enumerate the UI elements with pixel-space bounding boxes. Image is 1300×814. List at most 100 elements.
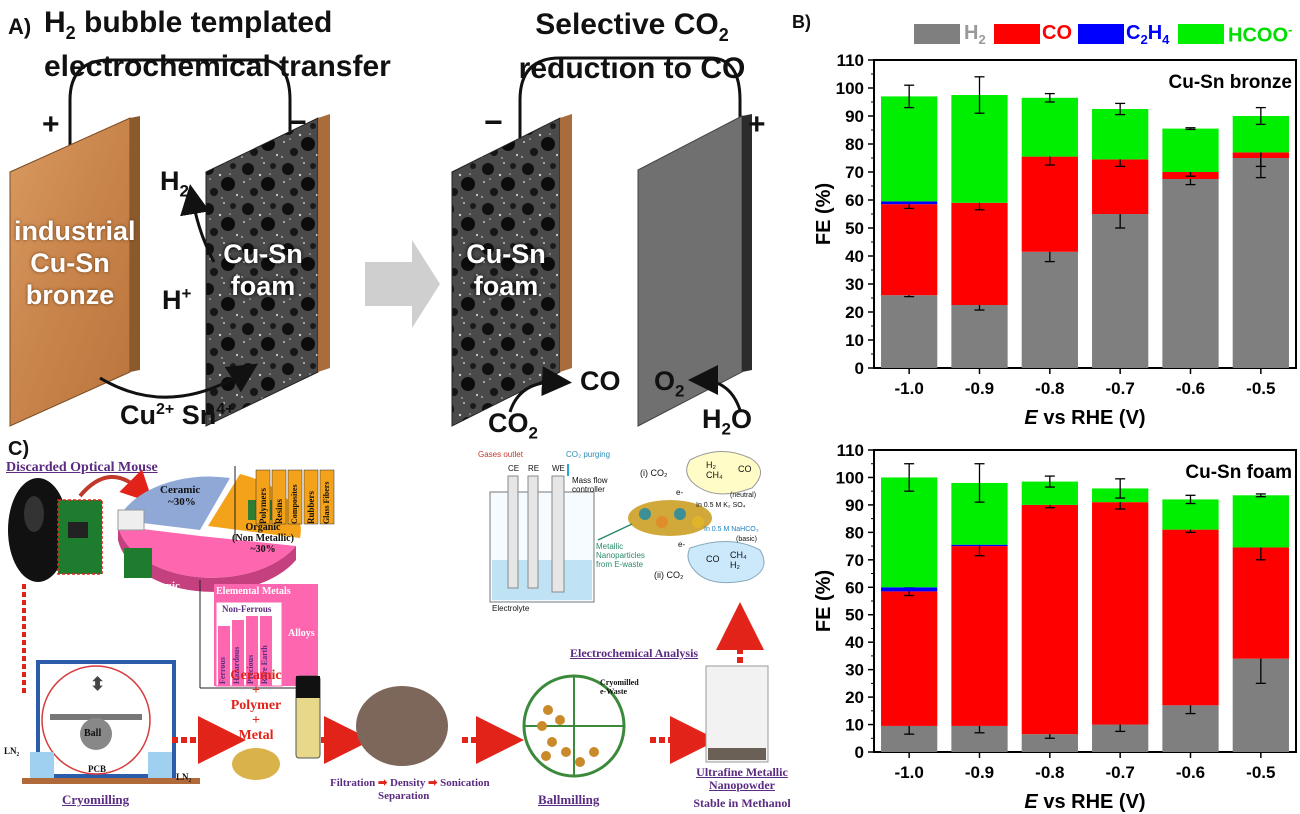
bronze-ytick-label: 40 [845, 247, 864, 266]
bar-resins [271, 469, 287, 525]
foam-label-left: Cu-Sn foam [208, 238, 318, 302]
panel-b-letter: B) [792, 12, 811, 32]
cryomill-base [22, 778, 200, 784]
o2-label: O2 [654, 366, 685, 401]
bar-rare-earth [260, 616, 272, 686]
cryomilled-line2: e-Waste [600, 687, 628, 696]
panel-c-svg [8, 450, 769, 784]
ballmilling-label: Ballmilling [538, 792, 600, 807]
bronze-bar-h2-4 [1162, 179, 1219, 368]
plus-sign-right: + [748, 108, 766, 141]
h2o-arrow [688, 365, 742, 411]
bronze-label-line3: bronze [25, 280, 115, 310]
ultrafine-line2: Nanopowder [708, 778, 775, 792]
co2-purging-label: CO₂ purging [566, 450, 611, 459]
bronze-xtick-label: -0.6 [1176, 379, 1205, 398]
basic-ch4: CH₄ [730, 550, 747, 560]
bronze-bar-co-0 [881, 204, 938, 296]
panel-a-letter: A) [8, 14, 32, 39]
foam-xtick-label: -0.5 [1246, 763, 1275, 782]
foam-label-right: Cu-Sn foam [452, 238, 560, 302]
foam-ytick-label: 60 [845, 578, 864, 597]
nanoparticle-cluster [628, 500, 712, 536]
basic-h2: H₂ [730, 560, 740, 570]
legend-swatch-h2 [914, 24, 960, 44]
h2-label: H2 [160, 166, 189, 201]
ln2-tank-right [148, 752, 172, 778]
gases-outlet-label: Gases outlet [478, 450, 523, 459]
bronze-chart-title: Cu-Sn bronze [1169, 72, 1293, 93]
sonication-label: Sonication [440, 777, 490, 789]
filtration-row: Filtration ➡ Density ➡ Sonication [330, 776, 490, 789]
ce-label: CE [508, 464, 520, 473]
foam-plate-right-edge [560, 114, 572, 372]
foam-bar-hcoo-0 [881, 477, 938, 588]
filtered-residue [356, 686, 448, 766]
bronze-ytick-label: 10 [845, 331, 864, 350]
cryomill-ball [80, 718, 112, 750]
foam-bar-h2-2 [1021, 734, 1078, 752]
foam-ytick-label: 10 [845, 716, 864, 735]
electrolyte-label: Electrolyte [492, 604, 530, 613]
bronze-bar-h2-0 [881, 295, 938, 368]
bronze-bar-co-2 [1021, 156, 1078, 252]
organic-label-pct: ~30% [250, 544, 276, 555]
bronze-xtick-label: -1.0 [895, 379, 924, 398]
density-arrow-icon: ➡ [428, 777, 438, 789]
cryomilled-label: Cryomilled e-Waste [600, 678, 639, 696]
bar-rubbers [303, 469, 319, 525]
cryomill-rod [50, 714, 142, 720]
mix-ceramic: Ceramic [230, 668, 282, 683]
foam-ytick-label: 30 [845, 661, 864, 680]
pie-inorganic-side [118, 526, 296, 592]
bronze-bar-h2-3 [1092, 214, 1149, 368]
pie-ceramic [118, 476, 230, 530]
foam-xtick-label: -0.9 [965, 763, 994, 782]
bronze-xtick-label: -0.9 [965, 379, 994, 398]
electrode-ce [507, 475, 519, 589]
co-label: CO [580, 366, 621, 396]
foam-ytick-label: 90 [845, 496, 864, 515]
foam-bar-co-1 [951, 546, 1008, 726]
ion-arrow [99, 363, 259, 399]
bronze-ytick-label: 100 [836, 79, 864, 98]
ii-co2-label: (ii) CO₂ [654, 570, 684, 580]
bronze-ytick-label: 20 [845, 303, 864, 322]
separation-label: Separation [378, 790, 430, 802]
h2-arrow [180, 184, 216, 263]
foam-plate-left-edge [318, 114, 330, 372]
foam-ytick-label: 20 [845, 688, 864, 707]
bronze-label: industrial Cu-Sn bronze [14, 215, 136, 311]
process-arrow-icon [365, 240, 440, 328]
foam-label-right-line1: Cu-Sn [466, 239, 546, 269]
foam-ytick-label: 40 [845, 633, 864, 652]
panel-c: C) Discarded Optical Mouse [0, 430, 800, 814]
bronze-ytick-label: 0 [855, 359, 864, 378]
anode-plate-edge [742, 114, 752, 372]
foam-ylabel: FE (%) [813, 570, 835, 632]
bar-label-composites: Composites [290, 484, 299, 524]
co2-arrow [508, 366, 572, 413]
foam-ytick-label: 110 [837, 441, 864, 460]
bar-label-polymers: Polymers [258, 488, 268, 524]
ions-label: Cu2+ Sn4+ [120, 400, 235, 430]
bar-precious [246, 616, 258, 686]
metallic-np-line2: Nanoparticles [596, 551, 645, 560]
legend-label-co: CO [1042, 22, 1072, 44]
foam-ytick-label: 70 [845, 551, 864, 570]
panel-b: B) H2 CO C2H4 HCOO- 0 10 20 30 40 50 60 70 80 90 1… [790, 0, 1300, 814]
eminus-label-top: e- [676, 488, 684, 497]
foam-bar-co-5 [1232, 547, 1289, 659]
re-label: RE [528, 464, 540, 473]
basic-products: CH₄ H₂ [730, 550, 747, 570]
neutral-solution: In 0.5 M K₂ SO₄ [696, 502, 746, 509]
foam-label-left-line1: Cu-Sn [223, 239, 303, 269]
electrode-we [551, 475, 565, 593]
ln2-label-left: LN₂ [4, 746, 20, 756]
vertical-motion-icon: ⬍ [90, 674, 106, 694]
bar-label-resins: Resins [274, 498, 284, 524]
bronze-xlabel-rest: vs RHE (V) [1038, 407, 1146, 429]
mix-plus-2: + [252, 713, 260, 728]
i-co2-label: (i) CO₂ [640, 468, 668, 478]
bronze-bar-h2-1 [951, 305, 1008, 368]
